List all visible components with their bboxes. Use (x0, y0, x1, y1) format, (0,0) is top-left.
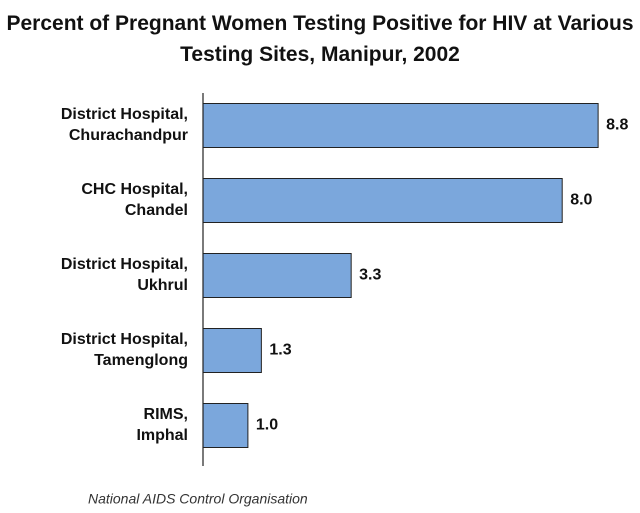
value-label: 8.8 (606, 117, 628, 134)
value-label: 8.0 (570, 192, 592, 209)
bar (202, 178, 563, 223)
value-label: 3.3 (359, 267, 381, 284)
category-label: RIMS, Imphal (136, 406, 188, 444)
category-label: District Hospital, Ukhrul (61, 256, 188, 294)
chart-title: Percent of Pregnant Women Testing Positi… (6, 12, 634, 66)
source-note: National AIDS Control Organisation (88, 491, 308, 507)
bar (202, 328, 262, 373)
value-label: 1.3 (269, 342, 291, 359)
bar (202, 253, 352, 298)
bar (202, 103, 599, 148)
category-label: District Hospital, Tamenglong (61, 331, 188, 369)
category-label: District Hospital, Churachandpur (61, 106, 188, 144)
value-label: 1.0 (256, 417, 278, 434)
bar (202, 403, 249, 448)
category-label: CHC Hospital, Chandel (81, 181, 188, 219)
